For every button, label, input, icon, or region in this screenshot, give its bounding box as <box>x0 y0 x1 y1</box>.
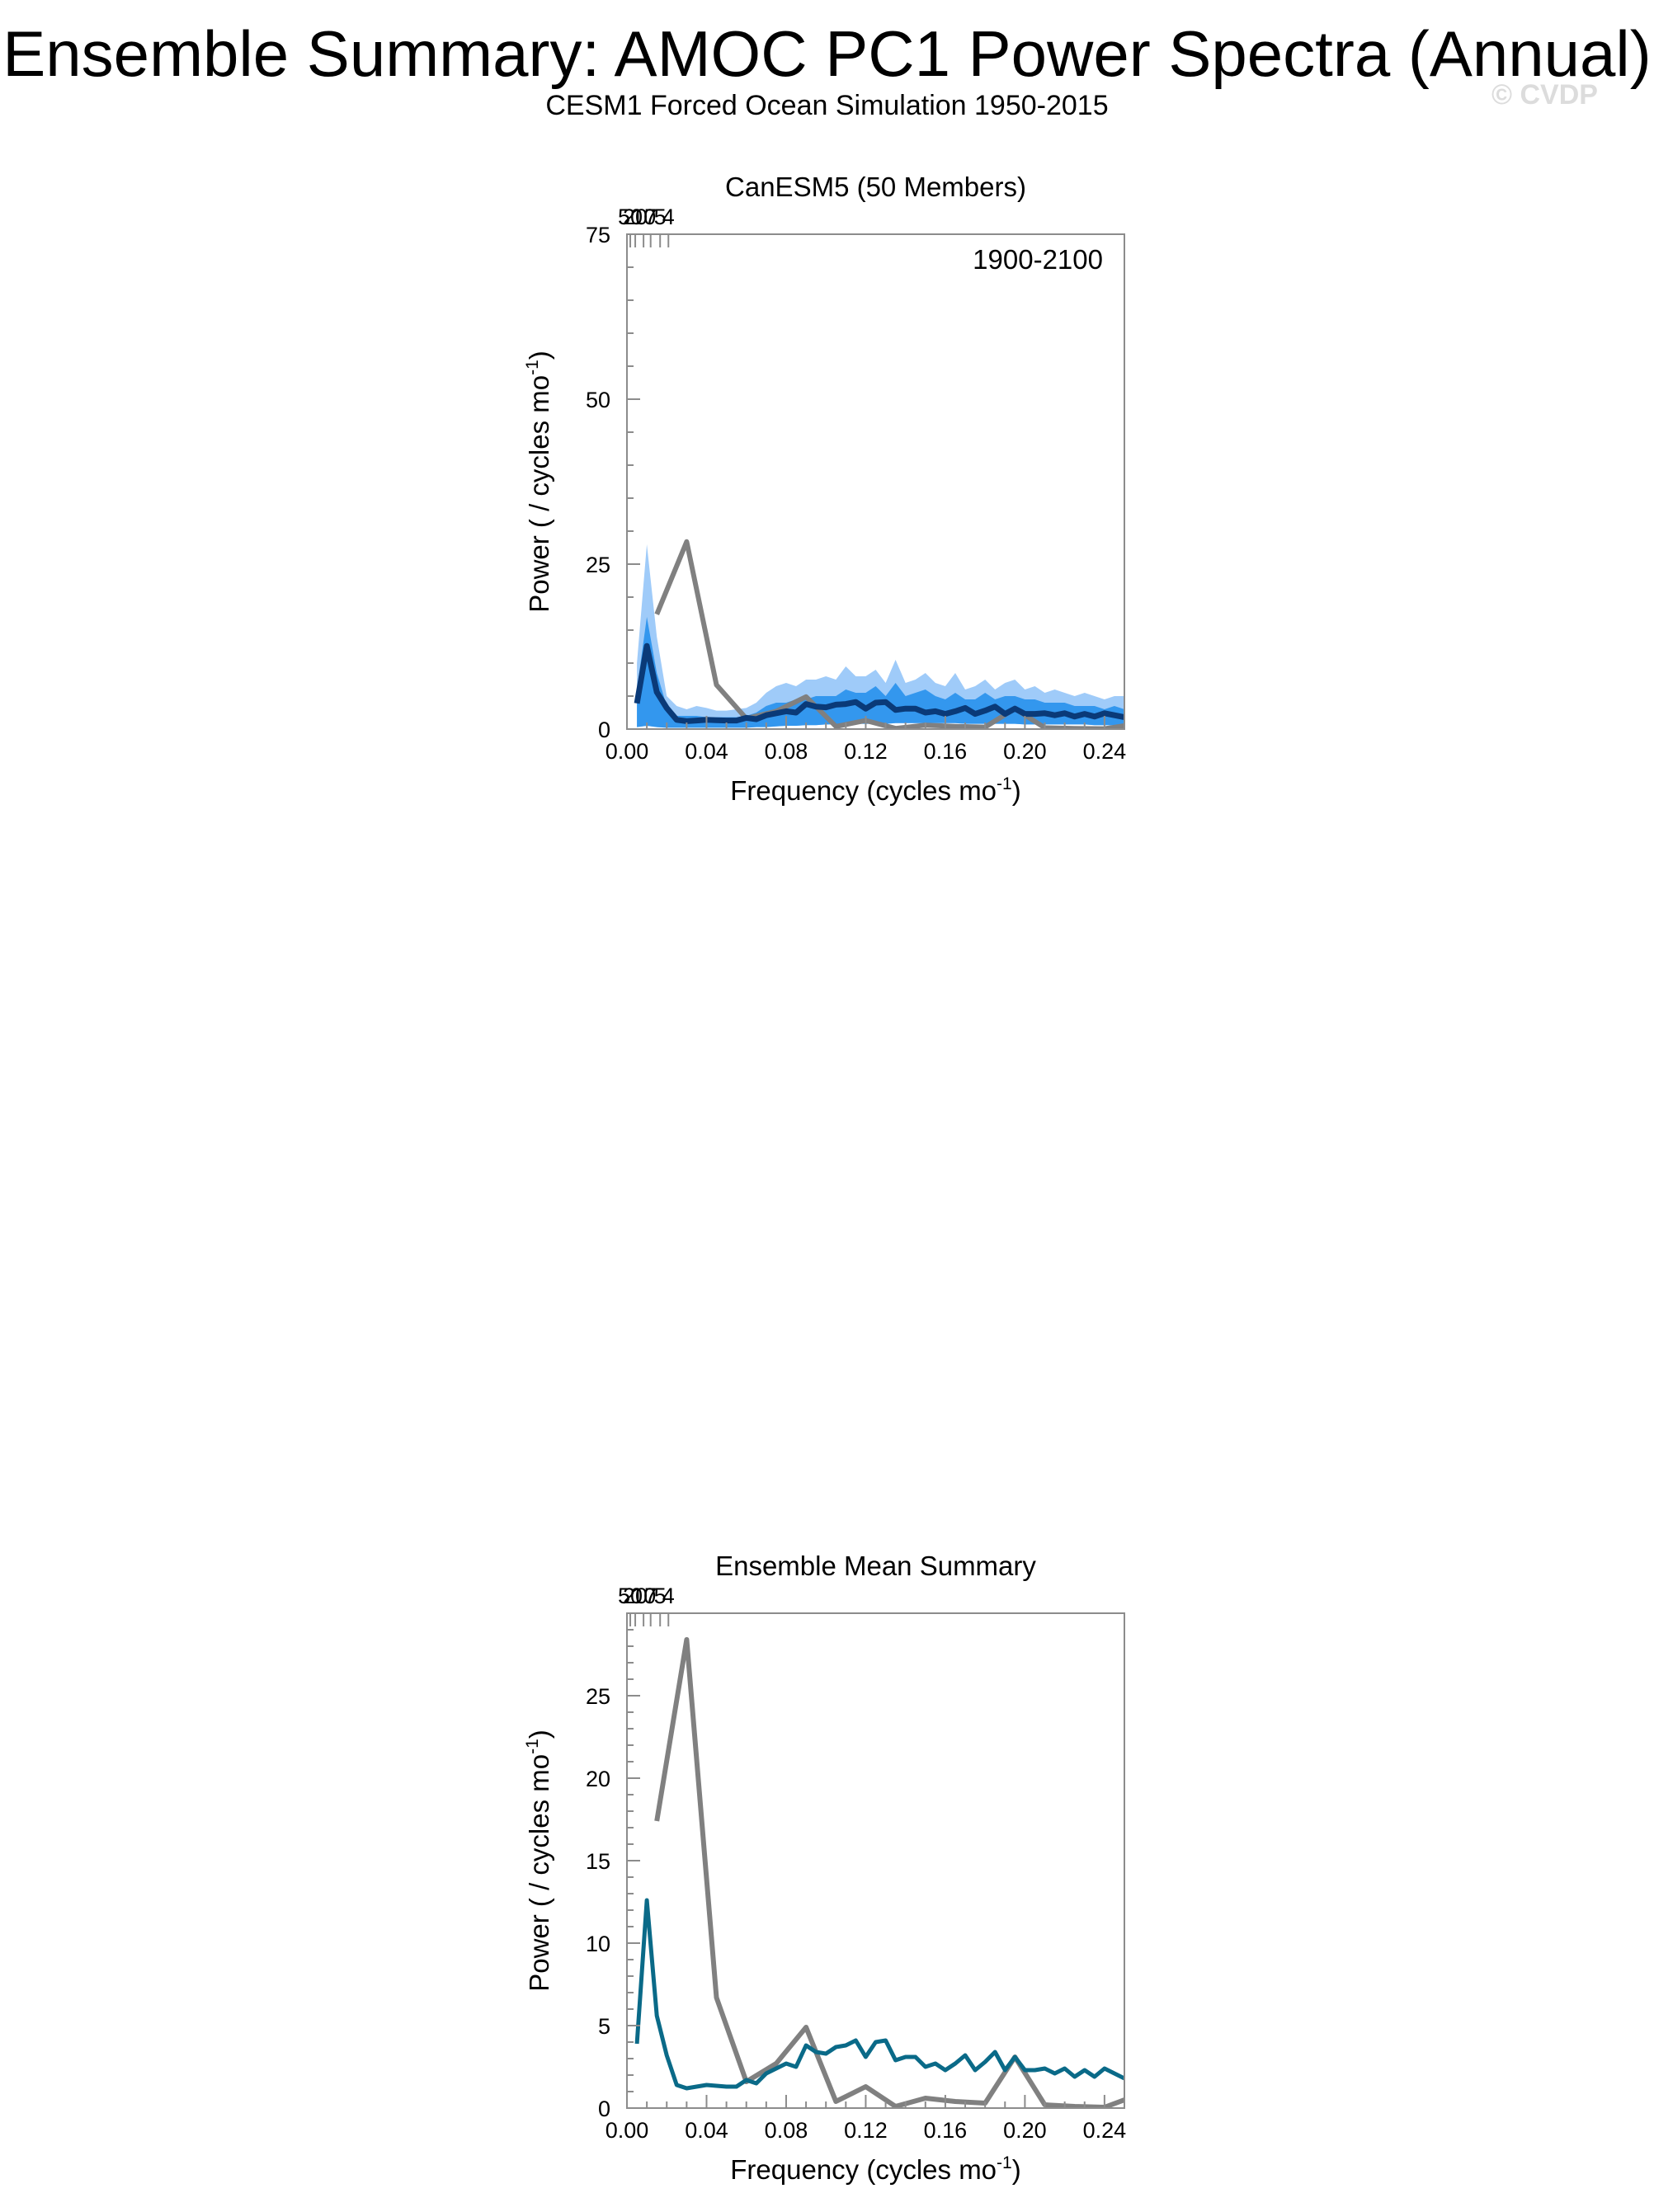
x-tick-label: 0.12 <box>844 2118 888 2143</box>
y-axis-label: Power ( / cycles mo-1) <box>523 1730 554 1992</box>
y-axis-label-sup: -1 <box>523 360 542 375</box>
x-axis-label-end: ) <box>1012 775 1021 806</box>
page-title: Ensemble Summary: AMOC PC1 Power Spectra… <box>2 17 1652 90</box>
x-tick-label: 0.24 <box>1083 2118 1127 2143</box>
chart-title: Ensemble Mean Summary <box>715 1551 1036 1581</box>
y-axis-label-main: Power ( / cycles mo <box>524 375 554 613</box>
x-tick-label: 0.00 <box>606 739 649 764</box>
x-tick-label: 0.04 <box>685 2118 728 2143</box>
x-tick-label: 0.08 <box>765 739 808 764</box>
plot-frame <box>626 1612 1125 2109</box>
top-period-tick-label: 4 <box>662 1584 675 1608</box>
x-tick-label: 0.00 <box>606 2118 649 2143</box>
ensemble-mean-series-line <box>634 1898 1124 2091</box>
top-period-tick-label: 50 <box>618 205 643 229</box>
plot-frame <box>626 233 1125 730</box>
x-axis-label: Frequency (cycles mo-1) <box>730 2153 1020 2185</box>
y-tick-label: 25 <box>586 1684 610 1709</box>
plot-area <box>634 1637 1124 2108</box>
x-axis-label-main: Frequency (cycles mo <box>730 775 997 806</box>
ensemble-mean-series-line <box>634 642 1124 724</box>
y-axis-label: Power ( / cycles mo-1) <box>523 351 554 613</box>
x-tick-label: 0.16 <box>924 739 968 764</box>
y-tick-label: 75 <box>586 223 610 247</box>
x-axis-label-sup: -1 <box>997 2153 1012 2172</box>
top-period-tick-label: 7 <box>644 205 657 229</box>
x-tick-label: 0.08 <box>765 2118 808 2143</box>
y-tick-label: 10 <box>586 1932 610 1956</box>
top-period-tick-label: 7 <box>644 1584 657 1608</box>
x-axis-label-end: ) <box>1012 2154 1021 2185</box>
period-annotation: 1900-2100 <box>973 244 1103 275</box>
y-axis-label-end: ) <box>524 1730 554 1739</box>
y-tick-label: 5 <box>598 2014 610 2039</box>
ensemble-range-inner-band <box>637 617 1124 728</box>
page-subtitle: CESM1 Forced Ocean Simulation 1950-2015 <box>545 90 1109 121</box>
top-period-tick-label: 50 <box>618 1584 643 1608</box>
observations-series-line <box>654 1637 1124 2108</box>
y-tick-label: 25 <box>586 553 610 577</box>
y-axis-label-end: ) <box>524 351 554 360</box>
top-period-tick-label: 5 <box>654 205 667 229</box>
watermark-text: © CVDP <box>1491 79 1598 111</box>
x-tick-label: 0.16 <box>924 2118 968 2143</box>
y-axis-label-sup: -1 <box>523 1739 542 1754</box>
y-tick-label: 50 <box>586 388 610 412</box>
y-tick-label: 20 <box>586 1767 610 1791</box>
top-period-tick-label: 4 <box>662 205 675 229</box>
top-period-tick-label: 10 <box>631 1584 656 1608</box>
x-axis-label: Frequency (cycles mo-1) <box>730 774 1020 806</box>
x-tick-label: 0.20 <box>1003 2118 1047 2143</box>
x-tick-label: 0.24 <box>1083 739 1127 764</box>
x-axis-label-sup: -1 <box>997 774 1012 793</box>
top-period-tick-label: 5 <box>654 1584 667 1608</box>
x-tick-label: 0.04 <box>685 739 728 764</box>
chart-title: CanESM5 (50 Members) <box>725 172 1026 202</box>
y-tick-label: 0 <box>598 2097 610 2121</box>
x-tick-label: 0.12 <box>844 739 888 764</box>
y-axis-label-main: Power ( / cycles mo <box>524 1754 554 1992</box>
x-axis-label-main: Frequency (cycles mo <box>730 2154 997 2185</box>
top-period-tick-label: 20 <box>623 1584 648 1608</box>
y-tick-label: 0 <box>598 718 610 742</box>
x-tick-label: 0.20 <box>1003 739 1047 764</box>
top-period-tick-label: 10 <box>631 205 656 229</box>
top-period-tick-label: 20 <box>623 205 648 229</box>
y-tick-label: 15 <box>586 1849 610 1874</box>
